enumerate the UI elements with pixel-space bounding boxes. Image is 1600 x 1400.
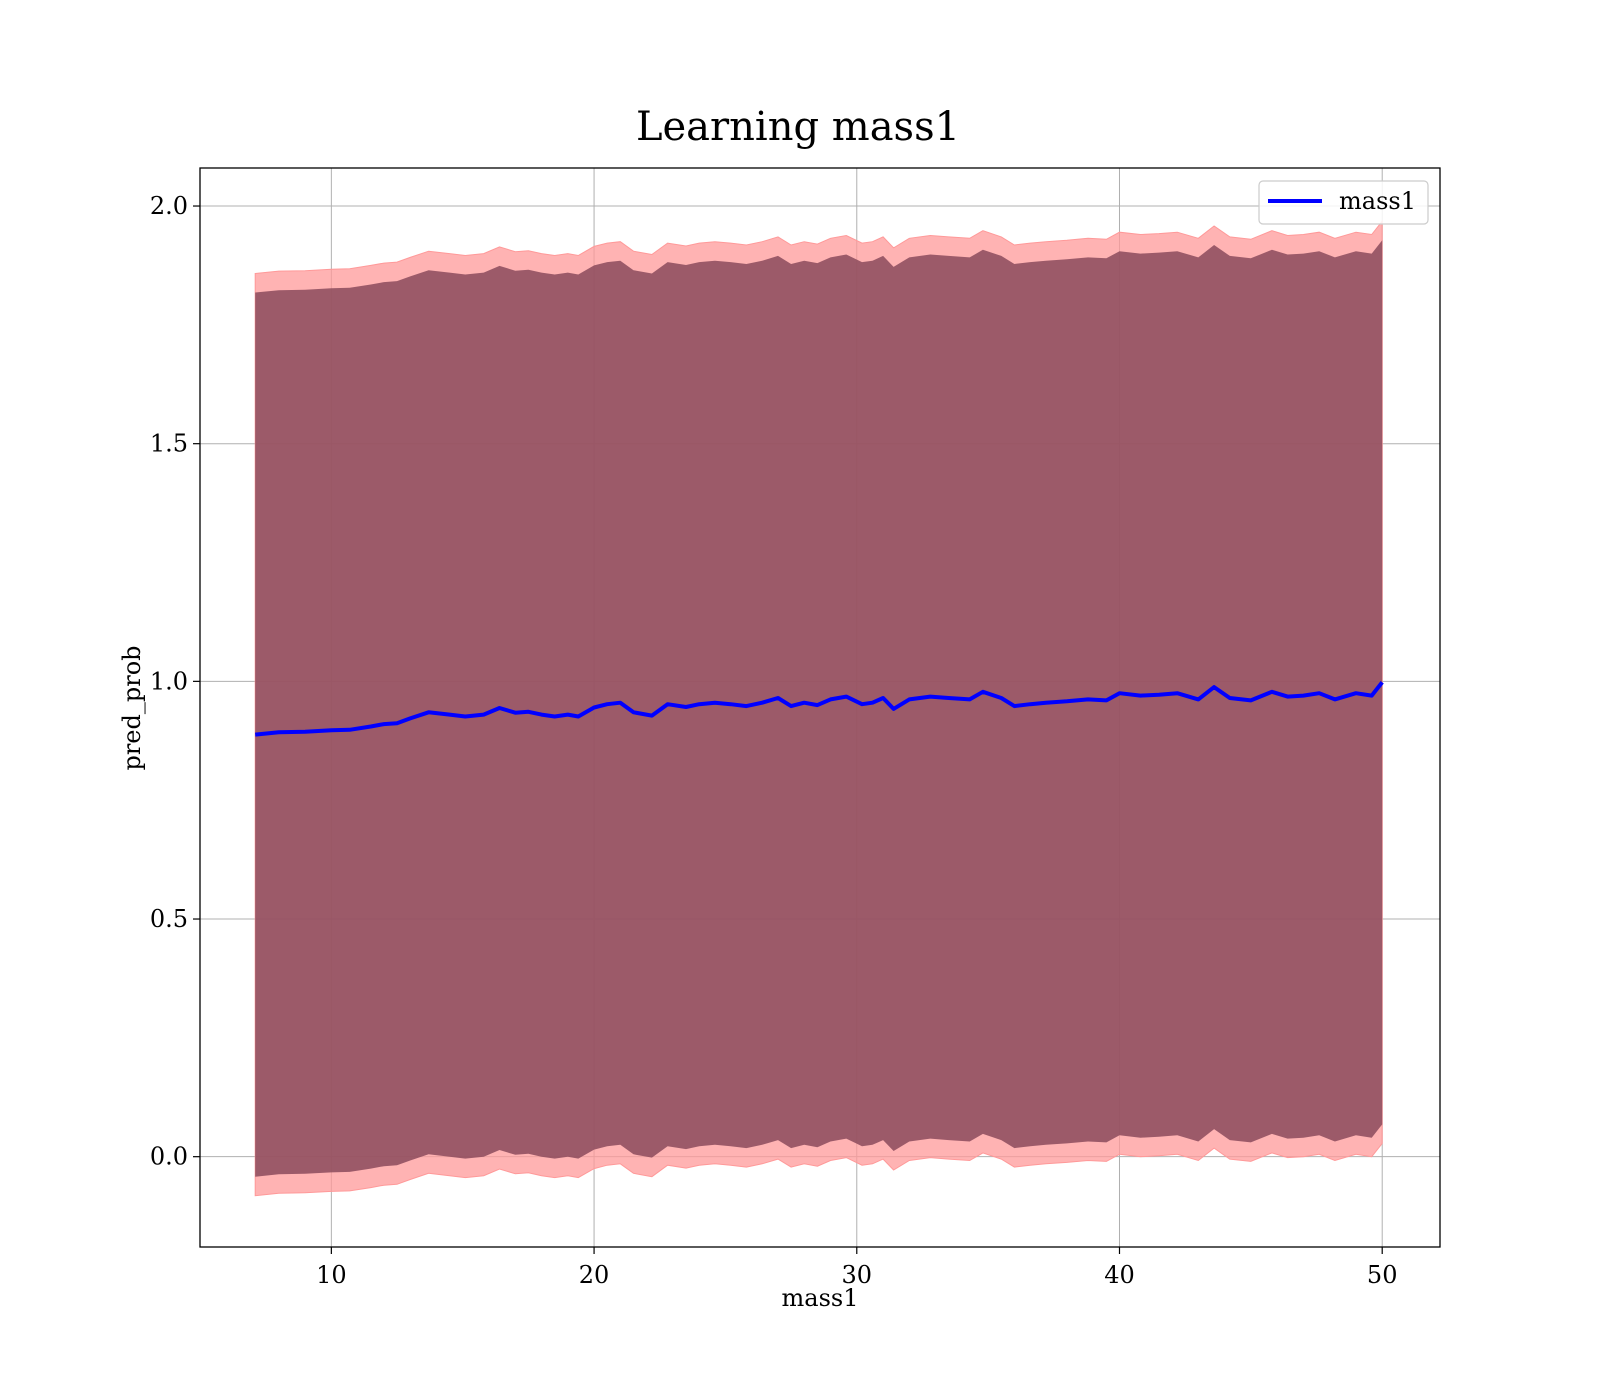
legend-box <box>1258 180 1429 225</box>
y-tick-label-0: 0.0 <box>150 1143 188 1171</box>
y-axis-label: pred_prob <box>118 645 146 770</box>
y-tick-label-4: 2.0 <box>150 192 188 220</box>
x-axis-label: mass1 <box>782 1284 859 1312</box>
legend: mass1 <box>1258 180 1429 225</box>
series-lines <box>254 681 1384 737</box>
x-tick-label-2: 30 <box>842 1261 873 1289</box>
x-tick-label-3: 40 <box>1104 1261 1135 1289</box>
axis-ticks: 10 20 30 40 50 0.0 0.5 1.0 1.5 2.0 <box>150 192 1398 1289</box>
confidence-bands <box>254 219 1383 1197</box>
y-tick-label-2: 1.0 <box>150 667 188 695</box>
x-tick-label-4: 50 <box>1367 1261 1398 1289</box>
y-tick-label-1: 0.5 <box>150 905 188 933</box>
x-tick-label-1: 20 <box>579 1261 610 1289</box>
series-line-0 <box>254 681 1384 737</box>
x-tick-label-0: 10 <box>316 1261 347 1289</box>
plot-frame <box>199 167 1441 1248</box>
legend-label: mass1 <box>1339 187 1416 215</box>
band-inner-0 <box>255 240 1383 1177</box>
chart-title: Learning mass1 <box>636 104 960 150</box>
y-tick-label-3: 1.5 <box>150 430 188 458</box>
